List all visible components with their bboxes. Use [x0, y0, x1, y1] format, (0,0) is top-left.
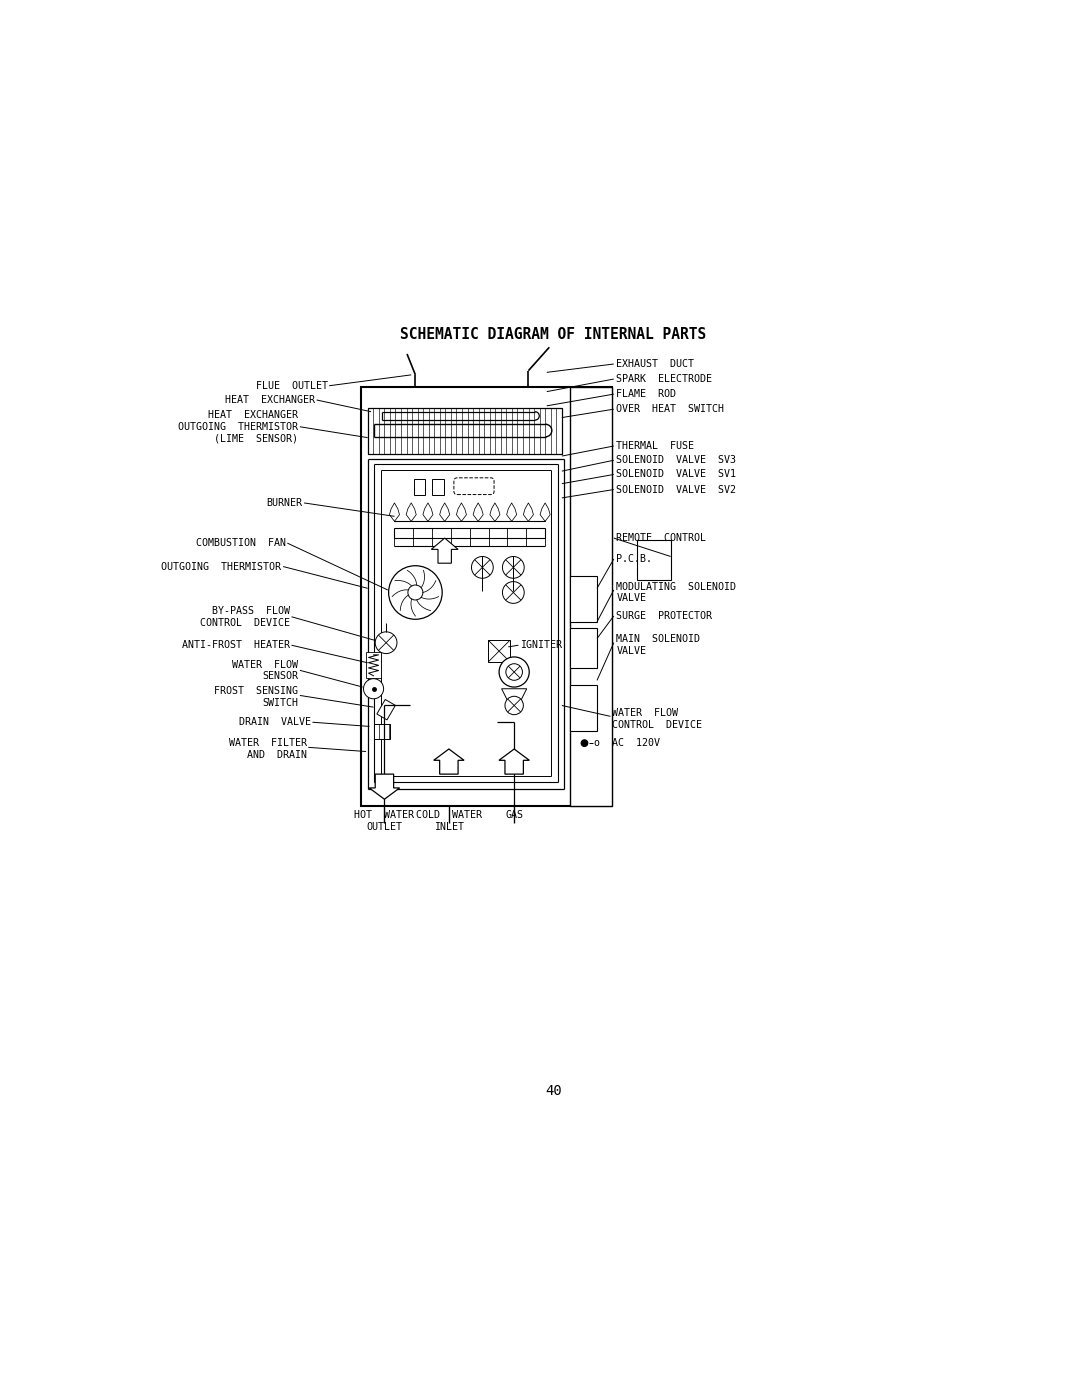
Text: THERMAL  FUSE: THERMAL FUSE: [617, 441, 694, 451]
Bar: [570, 685, 597, 731]
Circle shape: [364, 679, 383, 698]
Text: EXHAUST  DUCT: EXHAUST DUCT: [617, 359, 694, 369]
Polygon shape: [499, 749, 529, 774]
Text: FLAME  ROD: FLAME ROD: [617, 390, 676, 400]
Circle shape: [408, 585, 423, 599]
Text: FROST  SENSING
SWITCH: FROST SENSING SWITCH: [214, 686, 298, 708]
Circle shape: [502, 556, 524, 578]
Polygon shape: [501, 689, 527, 714]
Circle shape: [389, 566, 442, 619]
Text: 40: 40: [545, 1084, 562, 1098]
Bar: [570, 627, 597, 668]
Text: SPARK  ELECTRODE: SPARK ELECTRODE: [617, 374, 713, 384]
Text: BY-PASS  FLOW
CONTROL  DEVICE: BY-PASS FLOW CONTROL DEVICE: [200, 606, 289, 627]
Text: WATER  FLOW
SENSOR: WATER FLOW SENSOR: [232, 659, 298, 682]
Text: OVER  HEAT  SWITCH: OVER HEAT SWITCH: [617, 404, 725, 414]
Text: ANTI-FROST  HEATER: ANTI-FROST HEATER: [181, 640, 289, 650]
Text: COLD  WATER
INLET: COLD WATER INLET: [416, 810, 482, 831]
Text: o  AC  120V: o AC 120V: [594, 738, 660, 749]
Text: GAS: GAS: [505, 810, 523, 820]
Text: P.C.B.: P.C.B.: [617, 555, 652, 564]
Text: SURGE  PROTECTOR: SURGE PROTECTOR: [617, 610, 713, 620]
Text: DRAIN  VALVE: DRAIN VALVE: [239, 717, 311, 728]
Bar: [637, 539, 671, 580]
FancyBboxPatch shape: [454, 478, 494, 495]
Bar: [414, 479, 426, 495]
Bar: [367, 408, 562, 454]
Text: OUTGOING  THERMISTOR: OUTGOING THERMISTOR: [162, 562, 282, 571]
Text: HEAT  EXCHANGER: HEAT EXCHANGER: [225, 395, 315, 405]
Text: FLUE  OUTLET: FLUE OUTLET: [256, 381, 327, 391]
Text: IGNITER: IGNITER: [521, 640, 562, 650]
Circle shape: [472, 556, 494, 578]
Circle shape: [499, 657, 529, 687]
Bar: [488, 640, 510, 662]
Bar: [374, 724, 390, 739]
Circle shape: [375, 631, 397, 654]
Text: SOLENOID  VALVE  SV1: SOLENOID VALVE SV1: [617, 469, 737, 479]
Text: SOLENOID  VALVE  SV3: SOLENOID VALVE SV3: [617, 455, 737, 465]
Bar: [570, 387, 612, 806]
Bar: [570, 576, 597, 622]
Text: HEAT  EXCHANGER
OUTGOING  THERMISTOR
(LIME  SENSOR): HEAT EXCHANGER OUTGOING THERMISTOR (LIME…: [178, 411, 298, 443]
Text: MAIN  SOLENOID
VALVE: MAIN SOLENOID VALVE: [617, 634, 700, 657]
Polygon shape: [434, 749, 464, 774]
Text: MODULATING  SOLENOID
VALVE: MODULATING SOLENOID VALVE: [617, 581, 737, 604]
Circle shape: [581, 740, 588, 746]
Polygon shape: [369, 774, 400, 799]
Circle shape: [505, 664, 523, 680]
Text: REMOTE  CONTROL: REMOTE CONTROL: [617, 534, 706, 543]
Bar: [432, 479, 444, 495]
Text: WATER  FLOW
CONTROL  DEVICE: WATER FLOW CONTROL DEVICE: [612, 708, 702, 729]
Text: SCHEMATIC DIAGRAM OF INTERNAL PARTS: SCHEMATIC DIAGRAM OF INTERNAL PARTS: [401, 327, 706, 342]
Text: WATER  FILTER
AND  DRAIN: WATER FILTER AND DRAIN: [229, 738, 307, 760]
Circle shape: [505, 696, 524, 715]
Bar: [366, 652, 381, 679]
Polygon shape: [431, 538, 458, 563]
Text: SOLENOID  VALVE  SV2: SOLENOID VALVE SV2: [617, 485, 737, 495]
Text: HOT  WATER
OUTLET: HOT WATER OUTLET: [354, 810, 415, 831]
Text: COMBUSTION  FAN: COMBUSTION FAN: [195, 538, 285, 548]
Bar: [361, 387, 612, 806]
Circle shape: [502, 581, 524, 604]
Text: BURNER: BURNER: [267, 497, 302, 509]
Polygon shape: [377, 700, 395, 719]
